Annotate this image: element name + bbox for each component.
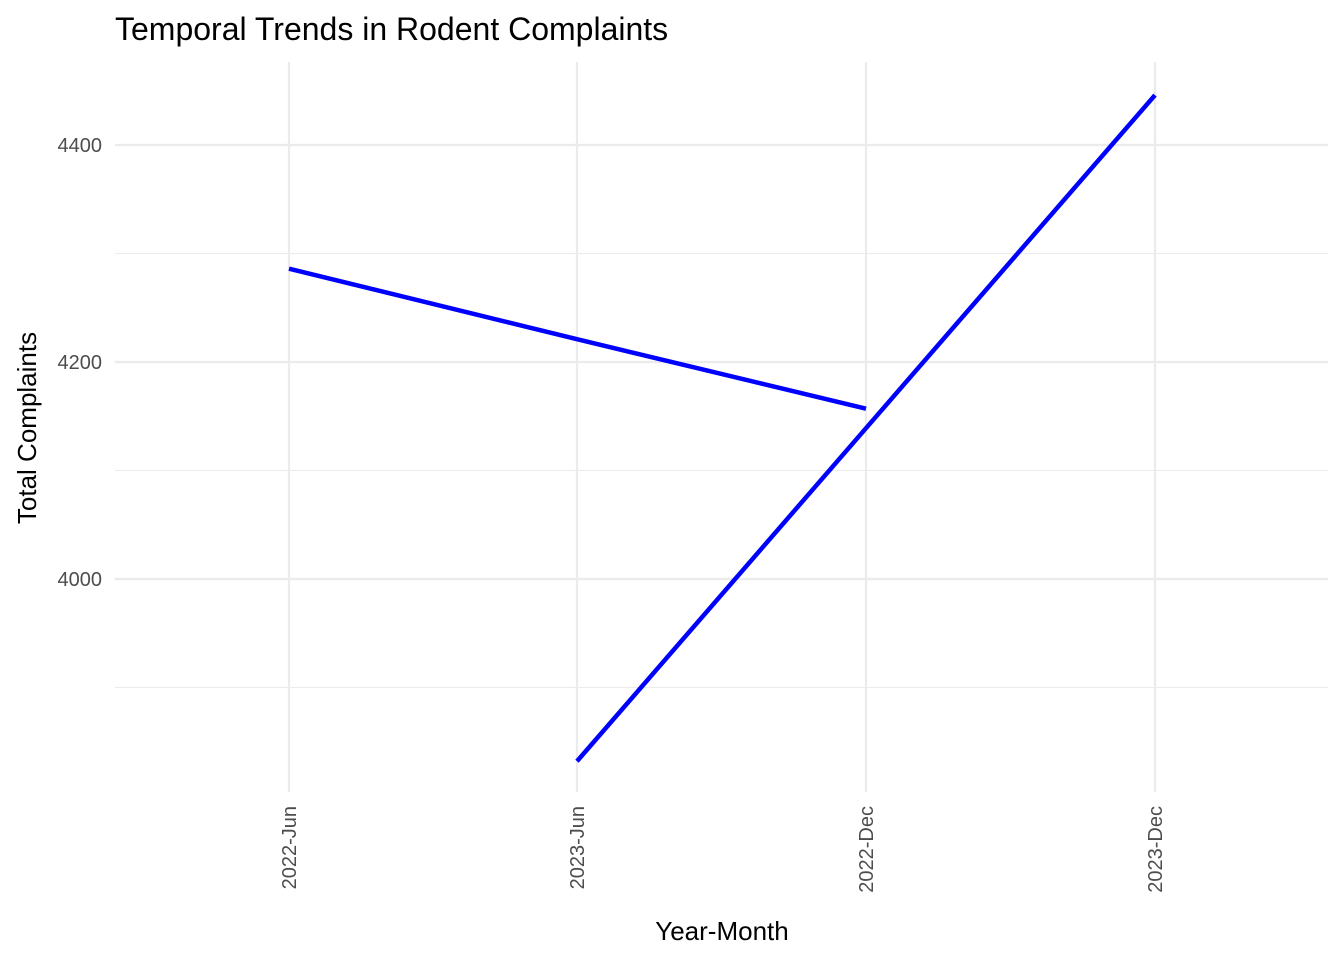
x-tick-label: 2023-Dec: [1145, 806, 1167, 893]
series-line: [575, 93, 1157, 763]
x-tick-label: 2022-Jun: [279, 806, 301, 889]
x-tick-label: 2022-Dec: [856, 806, 878, 893]
y-axis-title: Total Complaints: [12, 332, 42, 524]
grid-lines: [115, 62, 1328, 792]
series-line: [288, 266, 867, 411]
series-lines: [288, 93, 1157, 763]
chart-title: Temporal Trends in Rodent Complaints: [115, 11, 668, 47]
x-axis-title: Year-Month: [655, 916, 788, 946]
y-tick-labels: 4000 4200 4400: [58, 135, 103, 591]
y-tick-label: 4400: [58, 135, 103, 157]
y-tick-label: 4000: [58, 569, 103, 591]
x-tick-label: 2023-Jun: [567, 806, 589, 889]
x-tick-labels: 2022-Jun 2023-Jun 2022-Dec 2023-Dec: [279, 806, 1167, 893]
y-tick-label: 4200: [58, 352, 103, 374]
